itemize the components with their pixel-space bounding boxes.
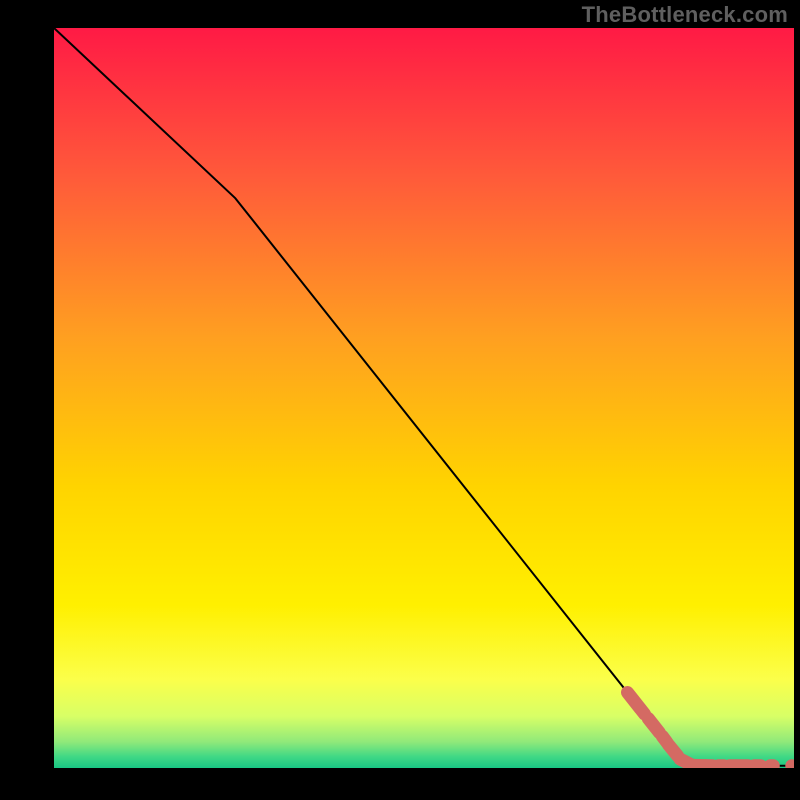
chart-container: TheBottleneck.com [0,0,800,800]
attribution-text: TheBottleneck.com [582,2,788,28]
bottleneck-chart [54,28,794,768]
gradient-background [54,28,794,768]
